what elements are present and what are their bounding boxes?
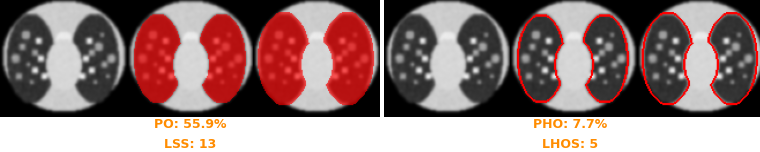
Text: LSS: 13: LSS: 13	[164, 138, 216, 151]
Text: PO: 55.9%: PO: 55.9%	[154, 118, 226, 131]
Text: PHO: 7.7%: PHO: 7.7%	[533, 118, 607, 131]
Text: LHOS: 5: LHOS: 5	[542, 138, 598, 151]
